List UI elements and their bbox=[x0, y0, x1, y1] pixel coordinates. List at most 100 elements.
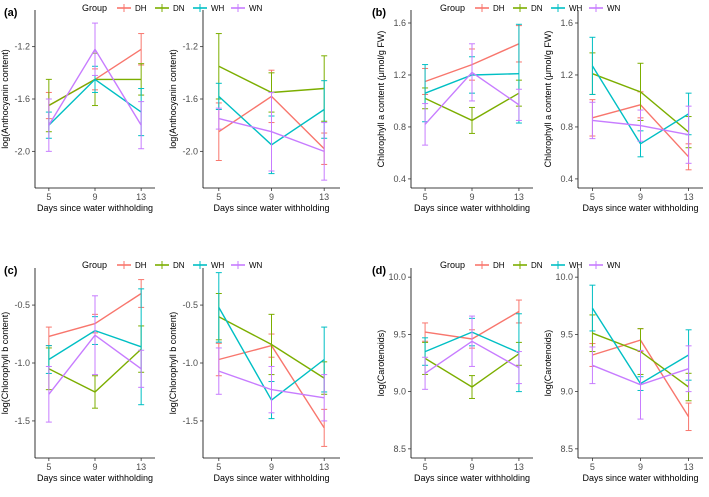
panel-c-tag: (c) bbox=[4, 265, 18, 277]
x-tick-label: 13 bbox=[514, 192, 524, 202]
legend-label-wh: WH bbox=[211, 261, 225, 270]
x-tick-label: 9 bbox=[269, 192, 274, 202]
legend-label-wn: WN bbox=[607, 4, 621, 13]
y-tick-label: 9.5 bbox=[393, 329, 406, 339]
y-axis-title: Chlorophyll a content (μmol/g FW) bbox=[543, 31, 553, 168]
x-tick-label: 5 bbox=[423, 192, 428, 202]
x-axis-title: Days since water withholding bbox=[414, 203, 530, 213]
x-tick-label: 5 bbox=[216, 462, 221, 472]
y-tick-label: 10.0 bbox=[555, 272, 573, 282]
legend-label-wn: WN bbox=[607, 261, 621, 270]
panel-d: (d) Group DH DN WH WN 10.0 9.5 9.0 8.5 5 9 13 Days si… bbox=[372, 260, 703, 483]
x-tick-label: 5 bbox=[46, 192, 51, 202]
x-tick-label: 9 bbox=[638, 192, 643, 202]
x-axis-title: Days since water withholding bbox=[37, 203, 153, 213]
y-axis-title: log(Anthocyanin content) bbox=[0, 49, 10, 149]
y-tick-label: 0.8 bbox=[393, 122, 406, 132]
legend-label-dh: DH bbox=[493, 4, 505, 13]
panel-b-legend: Group DH DN WH WN bbox=[440, 3, 621, 13]
y-tick-label: -1.6 bbox=[14, 94, 30, 104]
y-tick-label: 1.2 bbox=[560, 70, 573, 80]
y-axis-title: log(Chlorophyll b content) bbox=[168, 312, 178, 415]
y-tick-label: -1.0 bbox=[182, 358, 198, 368]
y-axis-title: log(Anthocyanin content) bbox=[168, 49, 178, 149]
y-tick-label: -1.2 bbox=[182, 42, 198, 52]
x-tick-label: 5 bbox=[216, 192, 221, 202]
legend-label-dn: DN bbox=[531, 4, 543, 13]
y-tick-label: 9.0 bbox=[393, 387, 406, 397]
x-axis-title: Days since water withholding bbox=[213, 203, 329, 213]
legend-title: Group bbox=[82, 260, 107, 270]
panel-b-tag: (b) bbox=[372, 7, 386, 19]
y-tick-label: 8.5 bbox=[393, 444, 406, 454]
panel-d-legend: Group DH DN WH WN bbox=[440, 260, 621, 270]
legend-label-wh: WH bbox=[569, 4, 583, 13]
x-tick-label: 9 bbox=[469, 192, 474, 202]
x-tick-label: 5 bbox=[423, 462, 428, 472]
legend-title: Group bbox=[440, 260, 465, 270]
y-tick-label: 8.5 bbox=[560, 444, 573, 454]
x-axis-title: Days since water withholding bbox=[37, 473, 153, 483]
y-tick-label: 9.5 bbox=[560, 329, 573, 339]
y-tick-label: -2.0 bbox=[14, 146, 30, 156]
panel-d-tag: (d) bbox=[372, 265, 386, 277]
x-tick-label: 13 bbox=[136, 462, 146, 472]
y-tick-label: 0.4 bbox=[560, 174, 573, 184]
y-axis-title: log(Chlorophyll b content) bbox=[0, 312, 10, 415]
legend-label-dn: DN bbox=[531, 261, 543, 270]
y-tick-label: 1.2 bbox=[393, 70, 406, 80]
y-tick-label: -2.0 bbox=[182, 146, 198, 156]
x-tick-label: 9 bbox=[469, 462, 474, 472]
panel-a-tag: (a) bbox=[4, 7, 18, 19]
x-tick-label: 13 bbox=[319, 462, 329, 472]
y-tick-label: -1.5 bbox=[182, 416, 198, 426]
legend-label-wh: WH bbox=[569, 261, 583, 270]
y-tick-label: 1.6 bbox=[560, 18, 573, 28]
legend-label-wh: WH bbox=[211, 4, 225, 13]
legend-title: Group bbox=[82, 3, 107, 13]
legend-label-dh: DH bbox=[135, 261, 147, 270]
y-tick-label: 0.4 bbox=[393, 174, 406, 184]
y-tick-label: -1.6 bbox=[182, 94, 198, 104]
legend-label-dh: DH bbox=[135, 4, 147, 13]
x-tick-label: 9 bbox=[638, 462, 643, 472]
legend-label-wn: WN bbox=[249, 4, 263, 13]
legend-title: Group bbox=[440, 3, 465, 13]
y-axis-title: Chlorophyll a content (μmol/g FW) bbox=[376, 31, 386, 168]
y-tick-label: 0.8 bbox=[560, 122, 573, 132]
x-tick-label: 9 bbox=[92, 462, 97, 472]
legend-label-dn: DN bbox=[173, 261, 185, 270]
x-tick-label: 13 bbox=[319, 192, 329, 202]
x-tick-label: 13 bbox=[684, 192, 694, 202]
y-tick-label: 1.6 bbox=[393, 18, 406, 28]
y-tick-label: 10.0 bbox=[388, 272, 406, 282]
x-axis-title: Days since water withholding bbox=[582, 203, 698, 213]
y-tick-label: -0.5 bbox=[14, 300, 30, 310]
x-tick-label: 5 bbox=[46, 462, 51, 472]
x-tick-label: 9 bbox=[269, 462, 274, 472]
legend-label-dh: DH bbox=[493, 261, 505, 270]
y-tick-label: -1.5 bbox=[14, 416, 30, 426]
x-tick-label: 13 bbox=[514, 462, 524, 472]
panel-a-legend: Group DH DN WH WN bbox=[82, 3, 263, 13]
x-axis-title: Days since water withholding bbox=[582, 473, 698, 483]
y-axis-title: log(Carotenoids) bbox=[543, 330, 553, 397]
y-axis-title: log(Carotenoids) bbox=[376, 330, 386, 397]
x-tick-label: 13 bbox=[136, 192, 146, 202]
legend-label-dn: DN bbox=[173, 4, 185, 13]
y-tick-label: -0.5 bbox=[182, 300, 198, 310]
x-tick-label: 5 bbox=[590, 192, 595, 202]
y-tick-label: 9.0 bbox=[560, 387, 573, 397]
y-tick-label: -1.2 bbox=[14, 42, 30, 52]
y-tick-label: -1.0 bbox=[14, 358, 30, 368]
